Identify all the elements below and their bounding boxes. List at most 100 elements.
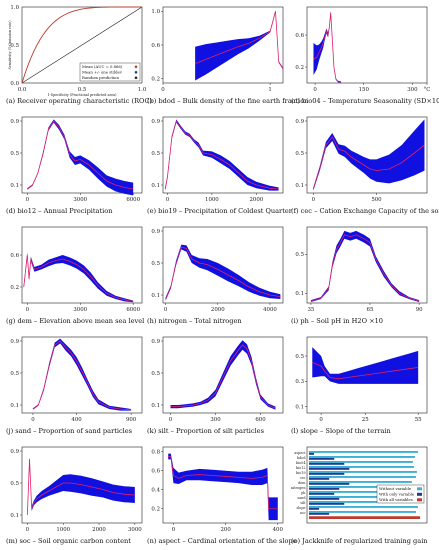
- x-tick-label: 3000: [73, 197, 87, 203]
- bar-with-all-variables: [309, 516, 420, 519]
- jackknife-variable-label: bio19: [296, 471, 306, 475]
- axes-frame: [162, 336, 284, 414]
- y-tick-label: 0.1: [10, 183, 19, 189]
- std-band: [313, 11, 342, 83]
- panel-k: 0 300 600 0.1 0.5 0.9 (k) silt – Proportion of…: [147, 336, 284, 435]
- y-tick-label: 0.5: [10, 43, 19, 49]
- x-tick-label: 0.5: [78, 87, 87, 93]
- axes-frame: [306, 6, 428, 84]
- x-tick-label: 0: [26, 307, 30, 313]
- x-axis-label: 1-Specificity (Fractional predicted area…: [47, 93, 117, 97]
- mean-response-line: [164, 120, 279, 190]
- x-tick-label: 400: [273, 527, 284, 533]
- roc-mean-curve: [21, 6, 142, 84]
- x-tick-label: 25: [362, 417, 369, 423]
- legend-swatch: [417, 487, 422, 491]
- mean-response-line: [312, 361, 419, 380]
- mean-response-line: [23, 254, 134, 302]
- y-tick-label: 0.6: [295, 33, 304, 39]
- y-tick-label: 0.5: [151, 261, 160, 267]
- x-tick-label: 2000: [211, 307, 225, 313]
- y-tick-label: 0.1: [151, 293, 160, 299]
- y-tick-label: 1.0: [151, 9, 160, 15]
- y-tick-label: 0.1: [151, 183, 160, 189]
- panel-caption: (n) aspect – Cardinal orientation of the…: [147, 537, 297, 545]
- y-tick-label: 0.1: [151, 403, 160, 409]
- x-tick-label: 150: [359, 87, 370, 93]
- axes-frame: [21, 6, 143, 84]
- x-tick-label: 0: [312, 197, 316, 203]
- y-tick-label: 0.1: [10, 513, 19, 519]
- legend-entry: With only variable: [379, 492, 415, 497]
- panel-b: 0 1 0.2 0.6 1.0 (b) bdod – Bulk density of th…: [147, 6, 309, 105]
- jackknife-variable-label: ph: [301, 491, 306, 495]
- x-tick-label: 200: [220, 527, 231, 533]
- panel-caption: (g) dem – Elevation above mean sea level: [6, 317, 144, 325]
- panel-caption: (c) bio04 – Temperature Seasonality (SD×…: [291, 97, 439, 105]
- x-tick-label: 1000: [56, 527, 70, 533]
- bar-with-only-variable: [309, 467, 350, 470]
- y-tick-label: 0.4: [151, 488, 160, 494]
- x-tick-label: 0: [31, 417, 35, 423]
- y-tick-label: 0.1: [295, 404, 304, 410]
- jackknife-variable-label: slope: [296, 506, 305, 510]
- bar-without-variable: [309, 486, 417, 488]
- bar-without-variable: [309, 451, 418, 453]
- legend-swatch: [417, 492, 422, 496]
- mean-response-line: [27, 120, 134, 190]
- bar-with-only-variable: [309, 502, 345, 505]
- bar-with-only-variable: [309, 452, 315, 455]
- std-band: [165, 119, 279, 191]
- axes-frame: [21, 116, 143, 194]
- x-tick-label: 300: [407, 87, 418, 93]
- mean-response-line: [313, 12, 342, 83]
- mean-response-line: [312, 136, 425, 190]
- panel-f: 0 500 0.1 0.5 0.9 (f) cec – Cation Exchange C…: [291, 116, 439, 215]
- panel-n: 0 200 400 0.2 0.4 0.6 0.8 (n) aspect – Cardinal…: [147, 446, 297, 545]
- std-band: [27, 457, 135, 517]
- x-tick-label: 0: [319, 417, 323, 423]
- axes-frame: [162, 446, 284, 524]
- panel-caption: (h) nitrogen – Total nitrogen: [147, 317, 242, 325]
- x-tick-label: 90: [416, 307, 423, 313]
- panel-o: aspectbdodbio04bio12bio19cecdemnitrogenp…: [291, 446, 428, 545]
- bar-with-only-variable: [309, 477, 330, 480]
- x-tick-label: 65: [367, 307, 374, 313]
- jackknife-variable-label: sand: [297, 496, 306, 500]
- panel-h: 0 2000 4000 0.1 0.5 0.9 (h) nitrogen – Total n…: [147, 226, 284, 325]
- y-tick-label: 0.9: [151, 229, 160, 235]
- x-tick-label: 0: [172, 527, 176, 533]
- legend-entry: Mean (AUC = 0.866): [82, 64, 123, 69]
- y-tick-label: 0.5: [10, 371, 19, 377]
- legend-marker: [134, 76, 138, 80]
- axes-frame: [306, 116, 428, 194]
- y-tick-label: 0.9: [10, 119, 19, 125]
- std-band: [312, 347, 419, 384]
- std-band: [195, 10, 283, 81]
- mean-response-line: [310, 234, 420, 302]
- panel-caption: (e) bio19 – Precipitation of Coldest Qua…: [147, 207, 293, 215]
- bar-without-variable: [309, 481, 412, 483]
- mean-response-line: [32, 340, 132, 411]
- panel-caption: (l) slope – Slope of the terrain: [291, 427, 392, 435]
- bar-with-only-variable: [309, 512, 330, 515]
- panel-g: 0 3000 6000 0.2 0.6 (g) dem – Elevation above…: [6, 226, 144, 325]
- y-tick-label: 0.5: [10, 481, 19, 487]
- roc-legend: Mean (AUC = 0.866)Mean +/- one stddevRan…: [79, 62, 141, 82]
- y-tick-label: 1.0: [10, 5, 19, 11]
- jackknife-variable-label: nitrogen: [291, 486, 306, 490]
- x-tick-label: 55: [415, 417, 422, 423]
- panel-caption: (f) cec – Cation Exchange Capacity of th…: [291, 207, 439, 215]
- std-band: [170, 340, 276, 410]
- x-tick-label: 0.0: [18, 87, 27, 93]
- panel-caption: (j) sand – Proportion of sand particles: [6, 427, 133, 435]
- panel-j: 0 400 900 0.1 0.5 0.9 (j) sand – Proportion of…: [6, 336, 143, 435]
- y-tick-label: 0.9: [10, 339, 19, 345]
- bar-with-only-variable: [309, 487, 340, 490]
- x-tick-label: 35: [308, 307, 315, 313]
- x-tick-label: 500: [371, 197, 382, 203]
- x-tick-label: 1: [268, 87, 271, 93]
- y-tick-label: 0.2: [151, 77, 160, 83]
- y-tick-label: 0.8: [151, 450, 160, 456]
